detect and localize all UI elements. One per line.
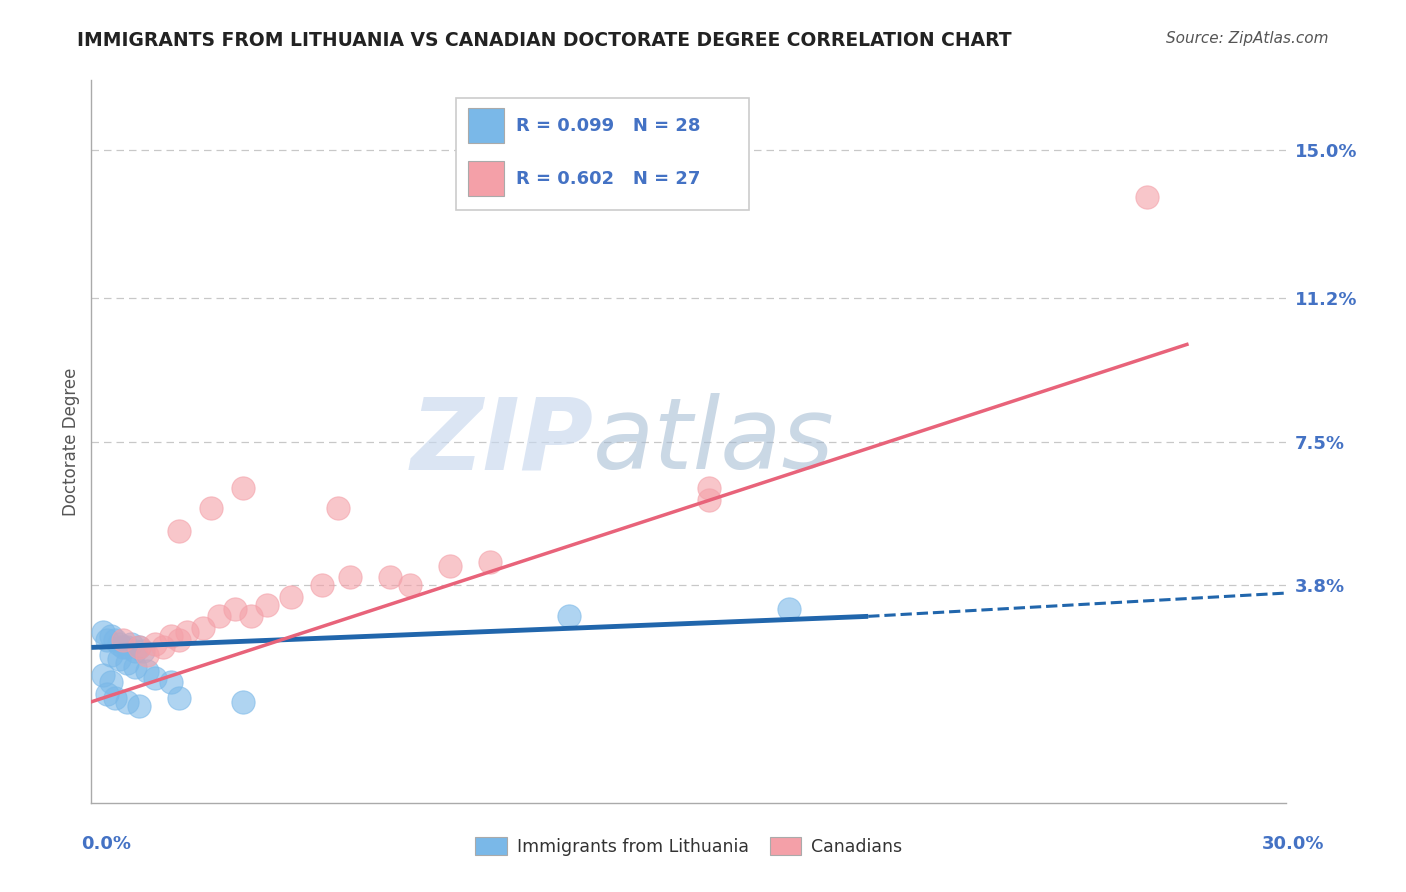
Point [115,695,138,709]
Point [132,644,155,658]
Point [128,640,150,655]
Point [112,640,135,655]
Text: 0.0%: 0.0% [82,835,132,853]
Point [167,690,190,705]
Point [152,640,174,655]
Point [112,632,135,647]
Bar [468,161,503,196]
Point [224,601,246,615]
Point [104,632,127,647]
Point [478,555,501,569]
Y-axis label: Doctorate Degree: Doctorate Degree [62,368,80,516]
Point [191,621,214,635]
Text: ZIP: ZIP [411,393,593,490]
Point [143,672,166,686]
Point [167,524,190,538]
Point [136,648,159,663]
Point [96,632,118,647]
Point [160,675,183,690]
Point [378,570,402,584]
Point [96,687,118,701]
Point [1136,190,1159,204]
FancyBboxPatch shape [456,98,748,211]
Point [558,609,581,624]
Point [328,500,350,515]
Bar [468,109,503,143]
Point [108,636,131,650]
Point [200,500,222,515]
Point [108,652,131,666]
Point [143,636,166,650]
Point [160,629,183,643]
Point [697,481,720,495]
Point [232,481,254,495]
Text: IMMIGRANTS FROM LITHUANIA VS CANADIAN DOCTORATE DEGREE CORRELATION CHART: IMMIGRANTS FROM LITHUANIA VS CANADIAN DO… [77,31,1012,50]
Point [128,698,150,713]
Point [256,598,278,612]
Text: R = 0.602   N = 27: R = 0.602 N = 27 [516,169,700,187]
Point [208,609,231,624]
Point [115,640,138,655]
Point [339,570,361,584]
Text: atlas: atlas [593,393,835,490]
Point [120,636,142,650]
Point [232,695,254,709]
Point [100,675,122,690]
Point [439,558,461,573]
Point [104,690,127,705]
Point [697,492,720,507]
Point [93,667,115,681]
Point [93,624,115,639]
Legend: Immigrants from Lithuania, Canadians: Immigrants from Lithuania, Canadians [468,830,910,863]
Point [311,578,333,592]
Point [100,648,122,663]
Point [124,644,146,658]
Point [136,664,159,678]
Text: R = 0.099   N = 28: R = 0.099 N = 28 [516,117,700,135]
Point [778,601,800,615]
Point [115,656,138,670]
Point [239,609,262,624]
Point [124,660,146,674]
Text: 30.0%: 30.0% [1263,835,1324,853]
Point [280,590,302,604]
Point [100,629,122,643]
Point [399,578,422,592]
Point [167,632,190,647]
Text: Source: ZipAtlas.com: Source: ZipAtlas.com [1166,31,1329,46]
Point [128,640,150,655]
Point [176,624,198,639]
